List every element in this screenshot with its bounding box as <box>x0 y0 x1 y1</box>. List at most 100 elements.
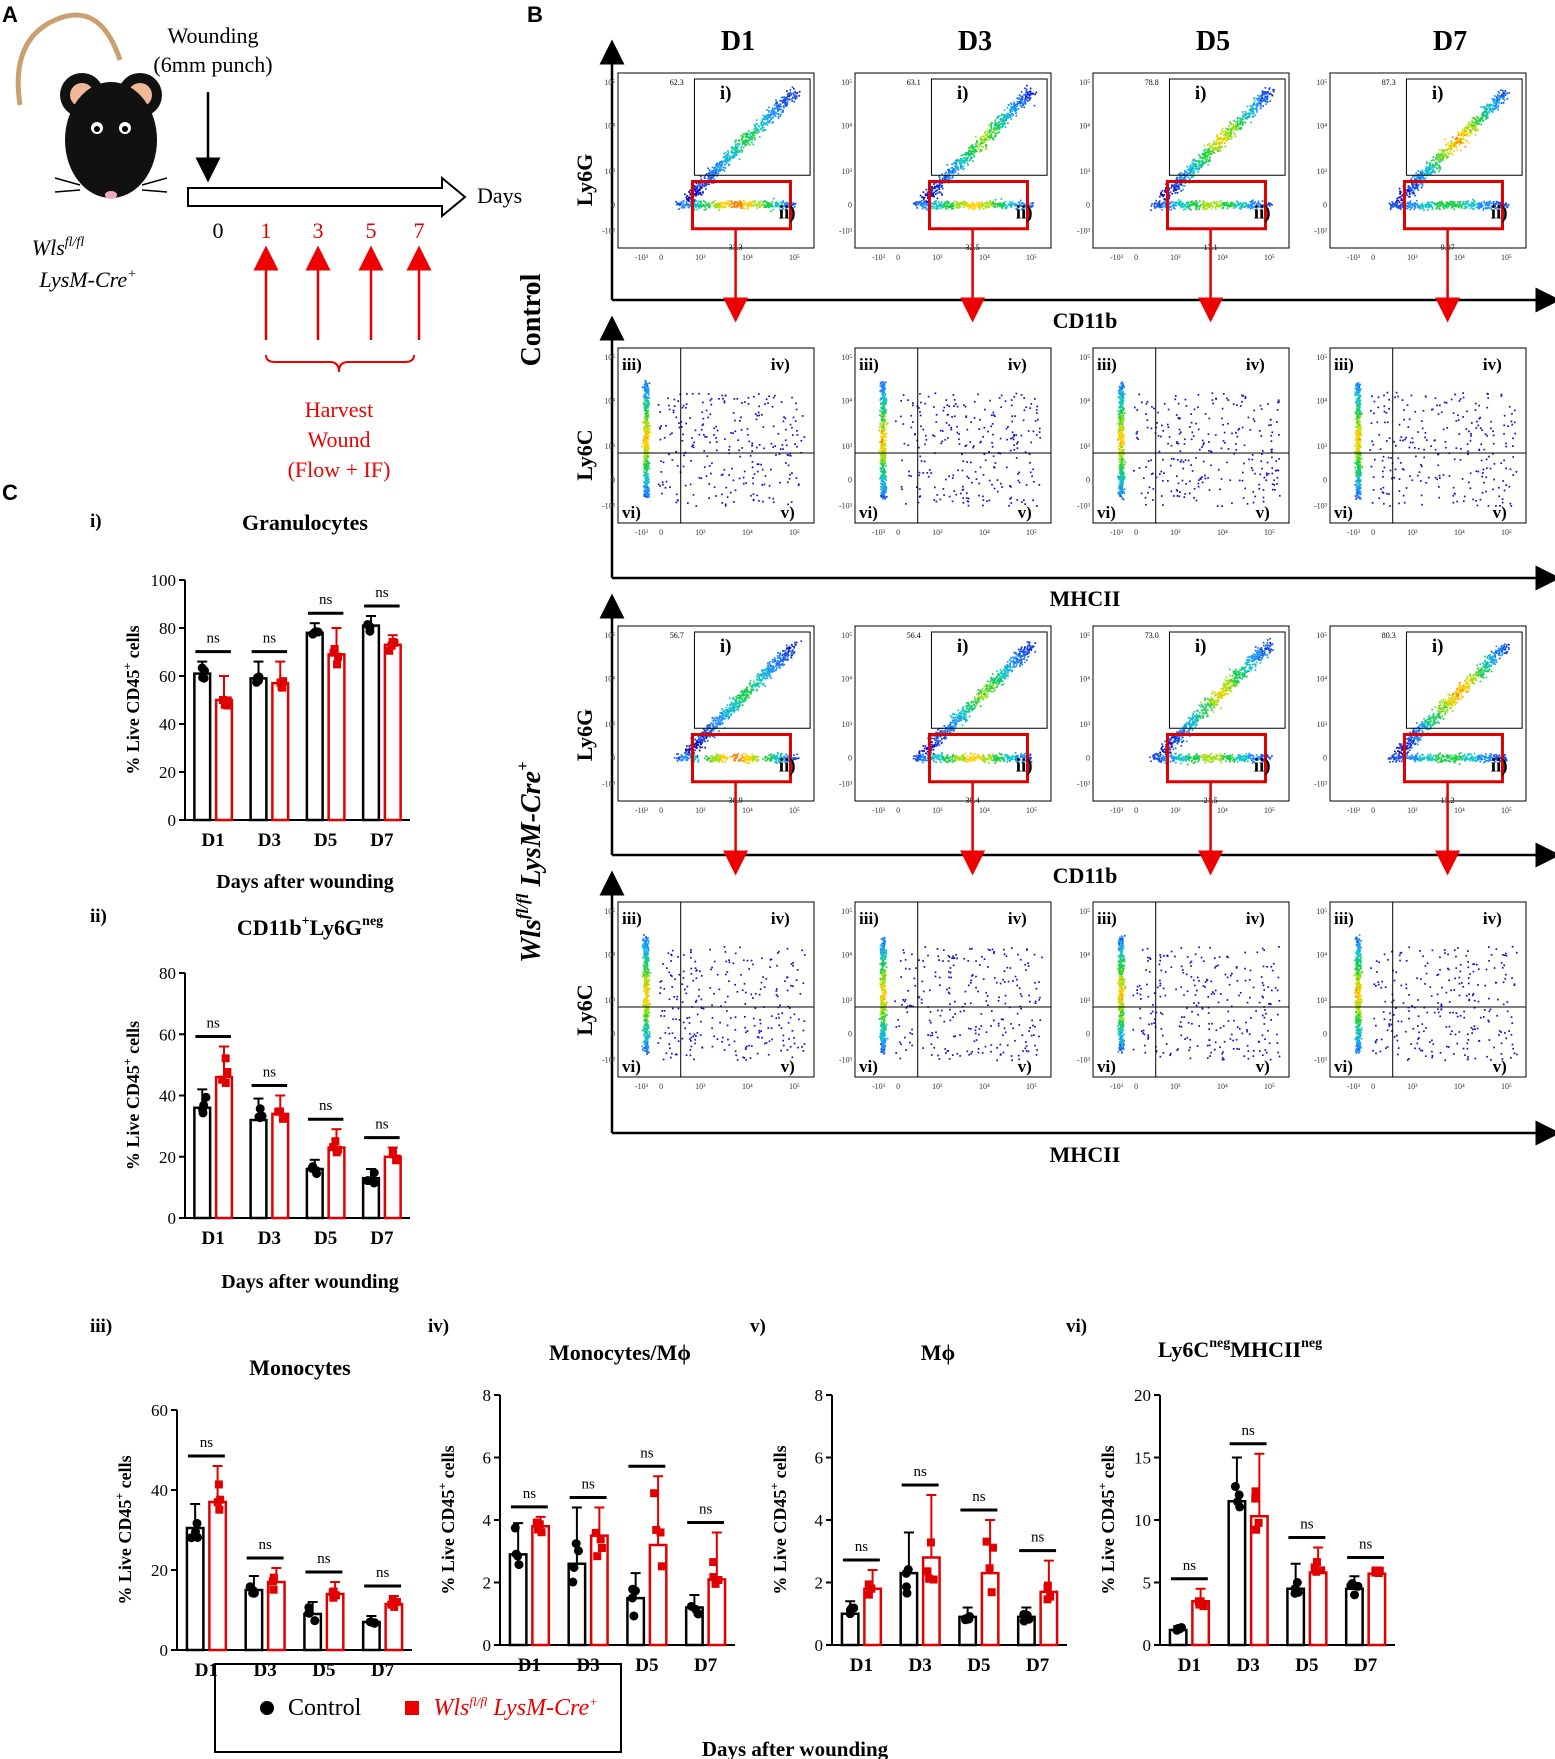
ctrl-ly6g-dot <box>758 136 761 138</box>
ko-ly6c-sparse <box>801 1046 803 1048</box>
ctrl-ly6g-dot <box>957 168 960 171</box>
ctrl-ly6g-dot <box>783 106 785 109</box>
ctrl-ly6g-dot <box>1035 91 1038 94</box>
ctrl-q-iii-0: iii) <box>622 355 642 374</box>
ctrl-ly6g-lowdot <box>762 200 765 203</box>
ko-ly6c-sparse <box>745 1059 747 1061</box>
ctrl-ly6c-sparse <box>728 445 731 448</box>
ctrl-ly6c-sparse <box>680 425 683 428</box>
ko-ly6g-dot <box>787 650 790 653</box>
ctrl-ly6c-sparse <box>756 494 758 497</box>
ctrl-ly6g-lowdot <box>716 206 718 209</box>
ko-ly6c-dot <box>643 955 646 958</box>
ctrl-ly6c-sparse <box>672 409 675 412</box>
ko-ly6c-sparse <box>671 1007 674 1010</box>
ko-q-vi-0: vi) <box>622 1057 641 1076</box>
ctrl-ly6g-dot <box>1032 92 1035 95</box>
ctrl-ly6g-dot <box>716 175 718 177</box>
ctrl-ly6g-lowdot <box>787 206 790 208</box>
ko-ly6g-lowdot <box>781 757 784 760</box>
ctrl-ly6g-lowdot <box>916 207 919 209</box>
ctrl-ly6g-lowdot <box>992 202 994 205</box>
ko-ly6c-sparse <box>775 1017 778 1020</box>
ctrl-ly6g-dot <box>734 152 736 155</box>
ctrl-ly6g-dot <box>944 176 947 179</box>
ctrl-ly6g-dot <box>716 162 718 164</box>
ctrl-ly6g-dot <box>723 169 726 172</box>
ctrl-ly6g-dot <box>747 136 750 139</box>
ctrl-ly6g-lowdot <box>735 201 738 203</box>
ctrl-ly6c-sparse <box>665 480 668 483</box>
ctrl-ly6c-dot <box>645 423 647 426</box>
ctrl-ly6g-lowdot <box>981 201 983 204</box>
ko-ly6c-sparse <box>690 1045 693 1048</box>
ctrl-ly6c-dot <box>644 388 647 391</box>
ko-ly6g-dot <box>779 667 781 669</box>
ctrl-ly6g-dot <box>947 168 949 171</box>
ko-ly6g-dot <box>741 689 744 692</box>
ctrl-ly6g-dot <box>978 151 981 153</box>
ko-ly6g-dot <box>746 686 749 689</box>
ctrl-ly6g-dot <box>990 127 993 130</box>
ko-ly6c-dot <box>642 964 645 966</box>
ctrl-ly6g-dot <box>981 135 984 138</box>
ctrl-ly6g-lowdot <box>675 200 677 203</box>
ctrl-ly6c-dot <box>646 429 648 431</box>
ctrl-ly6g-dot <box>1002 117 1004 120</box>
ctrl-ly6g-dot <box>732 147 734 149</box>
ko-ly6c-dot <box>643 934 645 936</box>
ctrl-ly6g-lowdot <box>679 203 682 205</box>
ko-ly6g-lowdot <box>719 759 721 761</box>
ko-ly6g-lowdot <box>793 757 796 759</box>
ctrl-ly6g-lowdot <box>730 206 733 209</box>
ctrl-ly6c-sparse <box>779 448 782 451</box>
ko-ly6g-lowdot <box>731 755 734 758</box>
ko-ly6g-0-ytick-4: -10³ <box>602 780 616 789</box>
axis-cd11b-control: CD11b <box>1053 308 1118 333</box>
ko-ly6g-lowdot <box>776 754 778 757</box>
ctrl-ly6c-dot <box>647 386 650 389</box>
ko-ly6g-dot <box>772 661 775 664</box>
ctrl-ly6g-dot <box>730 151 733 154</box>
ko-ly6c-dot <box>646 990 649 993</box>
ctrl-ly6g-dot <box>948 173 951 175</box>
ctrl-ly6g-dot <box>941 194 943 196</box>
ctrl-ly6g-dot <box>792 96 794 99</box>
ctrl-ly6c-dot <box>884 482 887 484</box>
ctrl-ly6g-dot <box>774 115 777 117</box>
ctrl-ly6g-lowdot <box>781 206 783 209</box>
ctrl-ly6c-dot <box>885 486 888 488</box>
ctrl-ly6c-sparse <box>761 484 764 486</box>
axis-ly6c-control: Ly6C <box>572 429 597 480</box>
ctrl-ly6g-dot <box>697 190 700 193</box>
ctrl-ly6c-sparse <box>772 501 775 504</box>
ko-ly6g-dot <box>787 658 790 660</box>
ko-ly6c-sparse <box>688 1016 691 1019</box>
ctrl-ly6g-dot <box>986 139 989 142</box>
ctrl-ly6g-dot <box>1000 120 1003 122</box>
ctrl-ly6g-dot <box>933 183 935 185</box>
ctrl-ly6g-dot <box>1010 112 1013 115</box>
ko-ly6g-lowdot <box>693 754 696 757</box>
ko-ly6c-sparse <box>716 1038 719 1041</box>
ctrl-ly6c-sparse <box>729 491 732 494</box>
ctrl-ly6c-sparse <box>706 455 709 458</box>
ko-ly6c-dot <box>646 1043 649 1046</box>
ko-ly6c-dot <box>647 988 650 991</box>
ctrl-ly6g-dot <box>980 136 983 139</box>
ctrl-ly6g-dot <box>945 178 947 180</box>
ko-ly6g-dot <box>772 665 775 668</box>
ctrl-ly6g-dot <box>1024 99 1026 101</box>
ctrl-ly6g-dot <box>782 109 784 112</box>
ko-ly6c-dot <box>642 972 645 975</box>
ctrl-ly6c-sparse <box>786 481 789 484</box>
ctrl-plot-1: -10³010³10⁴10⁵10⁵10⁴10³0-10³63.132.5i)ii… <box>839 72 1052 323</box>
ctrl-ly6g-lowdot <box>1008 203 1010 206</box>
ko-ly6c-dot <box>646 1047 649 1050</box>
ctrl-ly6c-dot <box>646 459 648 462</box>
ctrl-ly6g-lowdot <box>700 201 703 204</box>
ko-ly6c-sparse <box>790 963 793 965</box>
ko-ly6g-lowdot <box>736 755 739 758</box>
ko-ly6g-lowdot <box>757 759 760 762</box>
ctrl-ly6c-dot <box>645 380 647 383</box>
